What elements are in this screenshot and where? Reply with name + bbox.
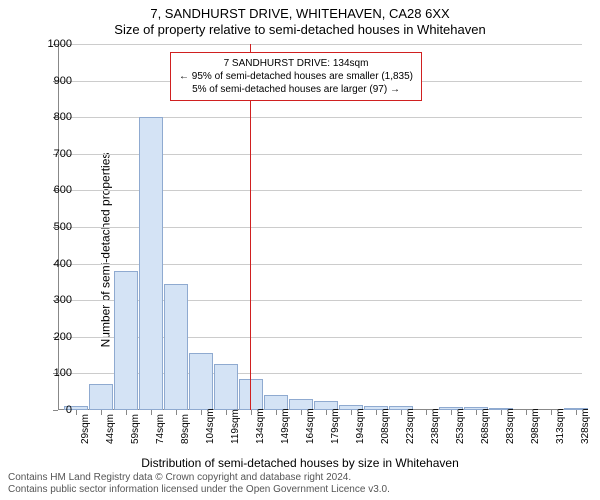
- histogram-bar: [239, 379, 263, 410]
- chart-plot-area: 29sqm44sqm59sqm74sqm89sqm104sqm119sqm134…: [58, 44, 582, 410]
- y-tick-label: 1000: [42, 38, 72, 50]
- x-tick-label: 179sqm: [330, 408, 341, 444]
- y-tick-label: 300: [42, 294, 72, 306]
- y-tick-label: 200: [42, 331, 72, 343]
- x-tick-label: 238sqm: [430, 408, 441, 444]
- histogram-bar: [89, 384, 113, 410]
- footer-attribution: Contains HM Land Registry data © Crown c…: [8, 472, 592, 496]
- x-tick-label: 134sqm: [255, 408, 266, 444]
- y-tick-label: 900: [42, 75, 72, 87]
- annotation-line-1: 7 SANDHURST DRIVE: 134sqm: [179, 57, 413, 70]
- y-tick-label: 500: [42, 221, 72, 233]
- x-tick-label: 164sqm: [305, 408, 316, 444]
- x-tick-label: 149sqm: [280, 408, 291, 444]
- x-tick-label: 194sqm: [355, 408, 366, 444]
- x-tick-label: 268sqm: [480, 408, 491, 444]
- x-tick-label: 104sqm: [205, 408, 216, 444]
- histogram-bar: [164, 284, 188, 410]
- footer-line-2: Contains public sector information licen…: [8, 484, 592, 496]
- histogram-bar: [214, 364, 238, 410]
- x-tick-label: 119sqm: [230, 409, 241, 444]
- annotation-line-2: ← 95% of semi-detached houses are smalle…: [179, 70, 413, 83]
- chart-subtitle: Size of property relative to semi-detach…: [0, 22, 600, 37]
- x-tick-label: 253sqm: [455, 408, 466, 444]
- y-tick-label: 400: [42, 258, 72, 270]
- y-tick-label: 600: [42, 184, 72, 196]
- x-tick-label: 89sqm: [180, 414, 191, 444]
- x-tick-label: 328sqm: [580, 408, 591, 444]
- x-tick-label: 59sqm: [130, 414, 141, 444]
- annotation-line-3: 5% of semi-detached houses are larger (9…: [179, 83, 413, 96]
- histogram-bar: [139, 117, 163, 410]
- annotation-callout: 7 SANDHURST DRIVE: 134sqm← 95% of semi-d…: [170, 52, 422, 101]
- y-tick-label: 800: [42, 111, 72, 123]
- footer-line-1: Contains HM Land Registry data © Crown c…: [8, 472, 592, 484]
- y-tick-label: 700: [42, 148, 72, 160]
- x-tick-label: 44sqm: [105, 414, 116, 444]
- x-tick-label: 29sqm: [80, 414, 91, 444]
- x-tick-label: 283sqm: [505, 408, 516, 444]
- x-axis-label: Distribution of semi-detached houses by …: [0, 456, 600, 470]
- histogram-bar: [189, 353, 213, 410]
- histogram-bar: [114, 271, 138, 410]
- y-tick-label: 100: [42, 367, 72, 379]
- x-tick-label: 313sqm: [555, 408, 566, 444]
- x-tick-label: 74sqm: [155, 414, 166, 444]
- chart-title: 7, SANDHURST DRIVE, WHITEHAVEN, CA28 6XX: [0, 6, 600, 21]
- x-tick-label: 223sqm: [405, 408, 416, 444]
- x-tick-label: 208sqm: [380, 408, 391, 444]
- y-tick-label: 0: [42, 404, 72, 416]
- x-tick-label: 298sqm: [530, 408, 541, 444]
